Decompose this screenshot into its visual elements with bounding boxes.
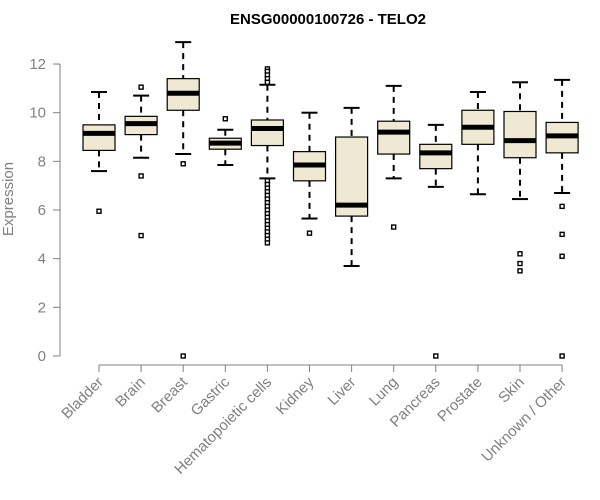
outlier-point [264, 240, 271, 246]
x-tick-label: Liver [324, 374, 359, 409]
outlier-point [433, 353, 439, 359]
outlier-point [559, 231, 565, 238]
outlier-point [559, 253, 565, 259]
box-gastric [208, 116, 242, 167]
box-pancreas [419, 123, 453, 359]
box-skin [503, 81, 537, 274]
outlier-point [517, 251, 523, 257]
outlier-point [306, 230, 313, 236]
y-tick-label: 0 [38, 348, 46, 365]
x-tick-label: Skin [495, 374, 528, 407]
y-tick-label: 4 [38, 251, 46, 268]
y-tick-label: 12 [29, 56, 46, 73]
outlier-point [391, 224, 397, 230]
box-bladder [82, 91, 116, 214]
outlier-point [559, 203, 565, 210]
iqr-box [503, 110, 537, 159]
x-tick-label: Breast [148, 373, 191, 416]
x-tick-label: Prostate [434, 374, 486, 426]
outlier-point [559, 353, 565, 359]
outlier-point [517, 268, 523, 274]
outlier-point [138, 173, 144, 179]
y-tick-label: 2 [38, 299, 46, 316]
y-tick-label: 6 [38, 202, 46, 219]
iqr-box [419, 143, 453, 170]
box-hematopoietic-cells [250, 66, 284, 246]
x-tick-label: Kidney [273, 373, 318, 418]
y-tick-label: 10 [29, 105, 46, 122]
outlier-point [222, 116, 229, 122]
box-prostate [461, 91, 495, 196]
box-lung [377, 84, 411, 230]
outlier-point [180, 353, 186, 359]
chart-title: ENSG00000100726 - TELO2 [230, 11, 426, 28]
box-liver [335, 106, 369, 267]
box-brain [124, 84, 158, 239]
boxes-group [82, 41, 579, 359]
x-tick-label: Bladder [58, 374, 107, 423]
outlier-point [138, 232, 144, 239]
y-axis: 0 2 4 6 8 10 12 [29, 56, 61, 365]
outlier-point [96, 208, 102, 214]
iqr-box [250, 119, 284, 147]
iqr-box [82, 124, 116, 152]
outlier-point [264, 79, 271, 85]
outlier-point [180, 161, 186, 167]
box-kidney [292, 111, 327, 236]
x-tick-label: Brain [112, 374, 149, 411]
box-unknown-other [545, 78, 579, 359]
x-tick-label: Lung [366, 374, 402, 410]
y-tick-label: 8 [38, 153, 46, 170]
y-axis-title: Expression [0, 162, 17, 236]
iqr-box [377, 120, 411, 155]
outlier-point [517, 260, 523, 267]
box-breast [166, 41, 200, 359]
outlier-point [138, 84, 144, 90]
